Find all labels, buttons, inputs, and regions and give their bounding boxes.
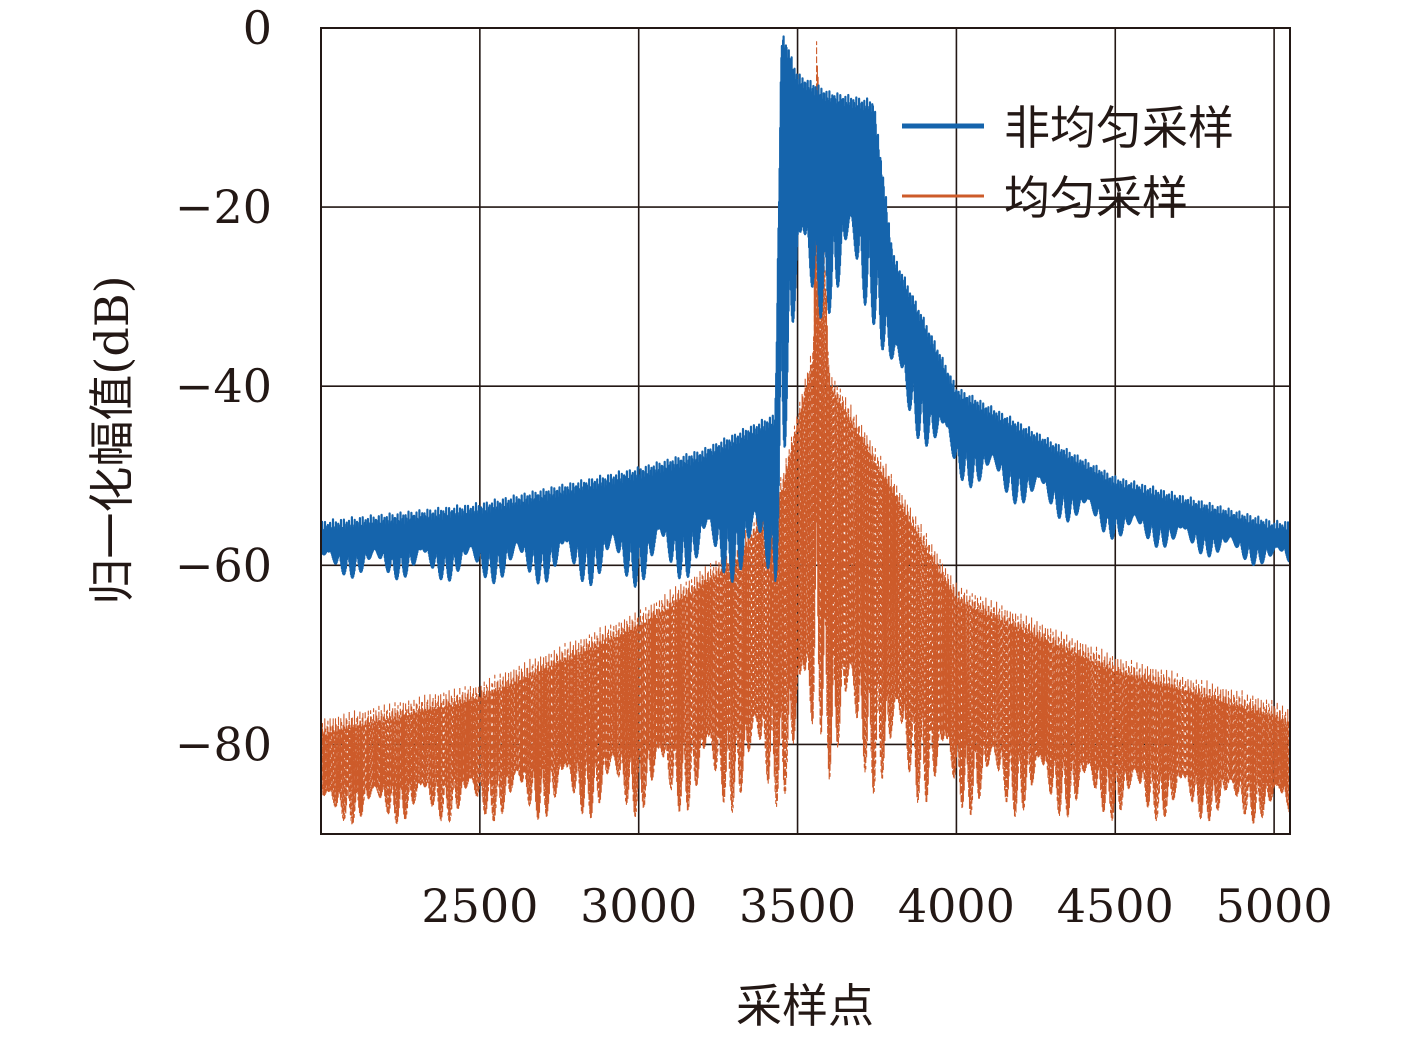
x-tick-label: 3500 bbox=[739, 879, 856, 933]
series-line-nonuniform bbox=[321, 35, 1290, 588]
series-line-uniform bbox=[321, 41, 1290, 825]
series-layer bbox=[321, 35, 1290, 825]
x-tick-label: 3000 bbox=[580, 879, 697, 933]
x-tick-label: 4500 bbox=[1057, 879, 1174, 933]
y-tick-label: −20 bbox=[175, 180, 272, 234]
plot-frame bbox=[320, 27, 1291, 835]
legend-label-uniform: 均匀采样 bbox=[1004, 171, 1188, 225]
y-tick-label: −40 bbox=[175, 359, 272, 413]
x-tick-label: 4000 bbox=[898, 879, 1015, 933]
legend: 非均匀采样 均匀采样 bbox=[902, 101, 1234, 225]
y-tick-label: −60 bbox=[175, 538, 272, 592]
legend-label-nonuniform: 非均匀采样 bbox=[1004, 101, 1234, 155]
y-tick-label: 0 bbox=[243, 1, 272, 55]
y-axis-label: 归一化幅值(dB) bbox=[85, 275, 139, 604]
x-axis-label: 采样点 bbox=[736, 979, 874, 1033]
x-tick-label: 5000 bbox=[1216, 879, 1333, 933]
y-tick-label: −80 bbox=[175, 717, 272, 771]
x-tick-label: 2500 bbox=[421, 879, 538, 933]
tick-layer: 2500 3000 3500 4000 4500 5000 0 −20 −40 −60 −80 bbox=[175, 1, 1333, 933]
